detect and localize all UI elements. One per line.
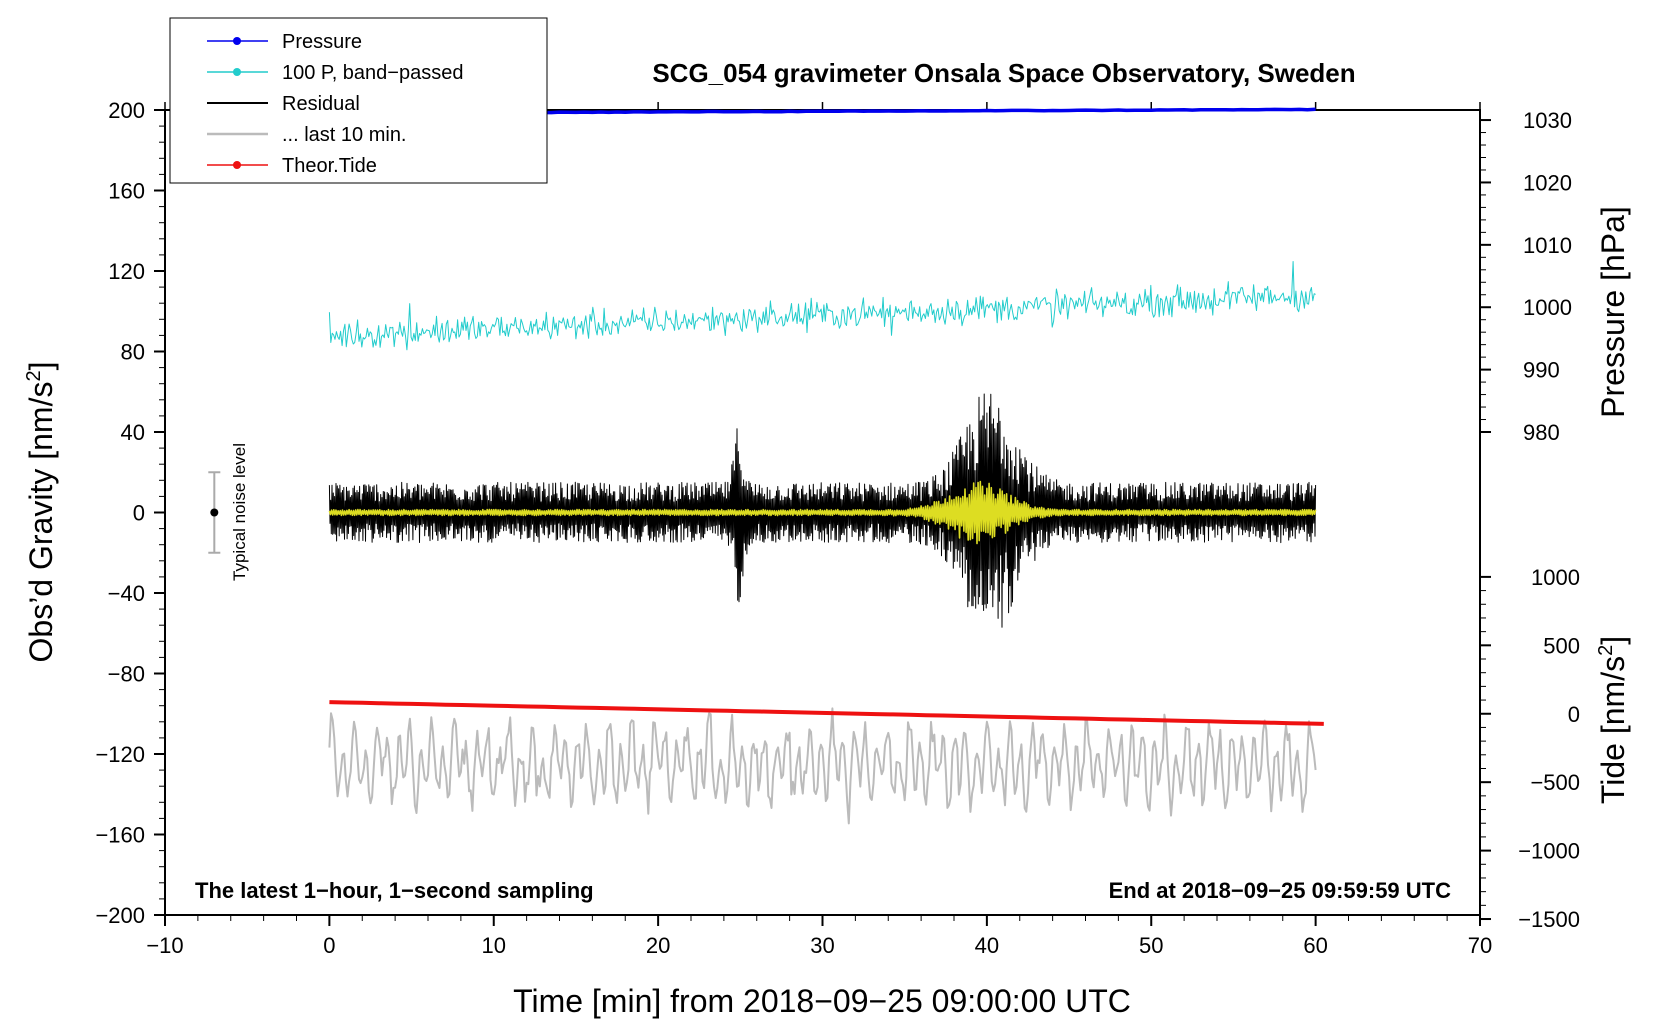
x-tick-label: 60	[1303, 933, 1327, 958]
series-residual-filtered	[328, 480, 1317, 545]
y-axis-label-text: Obs’d Gravity [nm/s	[23, 382, 59, 663]
pressure-tick-label: 1020	[1523, 170, 1572, 195]
x-tick-label: 30	[810, 933, 834, 958]
y-tick-label: 40	[121, 420, 145, 445]
x-tick-label: −10	[146, 933, 183, 958]
tide-tick-label: 1000	[1531, 565, 1580, 590]
pressure-axis-label: Pressure [hPa]	[1595, 206, 1631, 418]
x-axis-label: Time [min] from 2018−09−25 09:00:00 UTC	[513, 983, 1131, 1019]
y-tick-label: −160	[95, 823, 145, 848]
y-axis-label-close: ]	[23, 362, 59, 371]
tide-tick-label: −1000	[1518, 839, 1580, 864]
y-tick-label: −120	[95, 742, 145, 767]
x-tick-label: 50	[1139, 933, 1163, 958]
pressure-tick-label: 1030	[1523, 108, 1572, 133]
noise-level-bar	[208, 471, 221, 554]
y-tick-label: 80	[121, 340, 145, 365]
tide-axis-label-text: Tide [nm/s	[1595, 656, 1631, 804]
legend-box	[169, 17, 548, 184]
tide-axis-label: Tide [nm/s2]	[1595, 636, 1631, 804]
y-tick-label: −80	[108, 662, 145, 687]
y-axis-label-sup: 2	[23, 370, 45, 381]
x-axis-ticks: −10 0 10 20 30 40 50 60 70	[146, 102, 1492, 958]
legend-marker	[233, 161, 241, 169]
legend-label: Residual	[282, 93, 360, 115]
y-tick-label: −200	[95, 903, 145, 928]
x-tick-label: 40	[975, 933, 999, 958]
legend-label: Theor.Tide	[282, 155, 377, 177]
tide-tick-label: −1500	[1518, 907, 1580, 932]
tide-tick-label: −500	[1530, 770, 1580, 795]
tide-tick-label: 0	[1568, 702, 1580, 727]
series-layer	[328, 107, 1324, 825]
legend: Pressure 100 P, band−passed Residual ... la…	[169, 17, 548, 184]
tide-tick-label: 500	[1543, 633, 1580, 658]
pressure-tick-label: 980	[1523, 420, 1560, 445]
y-axis-label: Obs’d Gravity [nm/s2]	[23, 362, 59, 663]
legend-marker	[233, 68, 241, 76]
noise-level-label: Typical noise level	[230, 443, 249, 581]
pressure-tick-label: 1010	[1523, 233, 1572, 258]
pressure-tick-label: 1000	[1523, 295, 1572, 320]
x-tick-label: 10	[482, 933, 506, 958]
note-sampling: The latest 1−hour, 1−second sampling	[195, 878, 594, 903]
y-tick-label: 200	[108, 98, 145, 123]
legend-items: Pressure 100 P, band−passed Residual ... la…	[207, 31, 463, 177]
x-tick-label: 70	[1468, 933, 1492, 958]
tide-axis-label-sup: 2	[1595, 645, 1617, 656]
legend-label: Pressure	[282, 31, 362, 53]
pressure-tick-label: 990	[1523, 358, 1560, 383]
y-tick-label: 160	[108, 179, 145, 204]
y-tick-label: 0	[133, 501, 145, 526]
x-tick-label: 20	[646, 933, 670, 958]
series-pressure-band-passed	[328, 261, 1316, 351]
series-last-10-min	[328, 707, 1317, 825]
tide-axis-ticks: −1500 −1000 −500 0 500 1000	[1480, 565, 1580, 932]
y-axis-ticks: −200 −160 −120 −80 −40 0 40 80 120 160 200	[95, 98, 165, 928]
pressure-axis-ticks: 980 990 1000 1010 1020 1030	[1480, 108, 1572, 445]
legend-label: ... last 10 min.	[282, 124, 407, 146]
tide-axis-label-close: ]	[1595, 636, 1631, 645]
series-theoretical-tide	[329, 700, 1324, 726]
y-tick-label: −40	[108, 581, 145, 606]
chart-title: SCG_054 gravimeter Onsala Space Observat…	[652, 58, 1355, 88]
series-residual	[328, 393, 1317, 628]
x-tick-label: 0	[323, 933, 335, 958]
note-end-time: End at 2018−09−25 09:59:59 UTC	[1109, 878, 1452, 903]
noise-bar-dot	[210, 508, 219, 517]
legend-marker	[233, 37, 241, 45]
legend-label: 100 P, band−passed	[282, 62, 463, 84]
y-tick-label: 120	[108, 259, 145, 284]
